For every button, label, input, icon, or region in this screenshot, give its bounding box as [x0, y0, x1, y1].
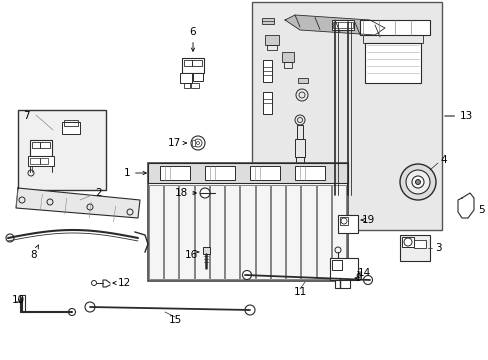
Text: 17: 17: [168, 138, 181, 148]
Bar: [263, 60, 271, 82]
Bar: [191, 83, 199, 88]
Circle shape: [415, 180, 420, 185]
Text: 15: 15: [168, 315, 181, 325]
Bar: [224, 185, 239, 279]
Text: 6: 6: [189, 27, 196, 51]
Bar: [364, 43, 420, 83]
Circle shape: [85, 302, 95, 312]
Bar: [339, 217, 347, 225]
Text: 1: 1: [123, 168, 146, 178]
Bar: [192, 60, 202, 66]
Text: 16: 16: [184, 250, 198, 260]
Bar: [270, 185, 285, 279]
Text: 14: 14: [357, 268, 370, 278]
Bar: [284, 62, 291, 68]
Text: 4: 4: [439, 155, 446, 165]
Bar: [160, 166, 190, 180]
Bar: [413, 240, 425, 248]
Circle shape: [68, 309, 75, 315]
Circle shape: [6, 234, 14, 242]
Bar: [164, 185, 178, 279]
Bar: [18, 110, 106, 190]
Bar: [329, 258, 357, 280]
Text: 18: 18: [175, 188, 188, 198]
Bar: [183, 83, 190, 88]
Bar: [401, 237, 413, 247]
Bar: [40, 158, 48, 164]
Bar: [251, 2, 441, 230]
Bar: [332, 22, 352, 28]
Bar: [192, 140, 195, 146]
Bar: [40, 142, 50, 148]
Circle shape: [399, 164, 435, 200]
Bar: [336, 270, 346, 278]
Text: 10: 10: [12, 295, 25, 305]
Circle shape: [244, 305, 254, 315]
Bar: [362, 35, 422, 43]
Bar: [149, 185, 163, 279]
Text: 11: 11: [293, 287, 306, 297]
Bar: [282, 52, 293, 62]
Bar: [262, 18, 273, 24]
Bar: [203, 247, 209, 254]
Bar: [294, 139, 305, 157]
Bar: [30, 140, 52, 156]
Bar: [266, 45, 276, 50]
Bar: [316, 185, 330, 279]
Text: 2: 2: [95, 188, 102, 198]
Circle shape: [200, 188, 209, 198]
Bar: [62, 122, 80, 134]
Bar: [295, 157, 304, 187]
Bar: [263, 92, 271, 114]
Bar: [249, 166, 280, 180]
Bar: [359, 20, 429, 35]
Bar: [20, 295, 25, 312]
Bar: [240, 185, 254, 279]
Bar: [193, 73, 203, 81]
Bar: [297, 78, 307, 83]
Bar: [337, 215, 357, 233]
Bar: [148, 163, 347, 183]
Bar: [331, 185, 346, 279]
Bar: [294, 166, 325, 180]
Bar: [194, 185, 208, 279]
Bar: [183, 60, 192, 66]
Bar: [301, 185, 315, 279]
Bar: [179, 185, 193, 279]
Bar: [334, 268, 349, 288]
Text: 7: 7: [23, 111, 30, 121]
Bar: [264, 35, 279, 45]
Bar: [331, 20, 353, 30]
Bar: [148, 163, 347, 281]
Circle shape: [405, 170, 429, 194]
Circle shape: [363, 275, 372, 284]
Bar: [204, 166, 235, 180]
Polygon shape: [285, 15, 384, 35]
Bar: [399, 235, 429, 261]
Text: 19: 19: [361, 215, 374, 225]
Text: 5: 5: [477, 205, 484, 215]
Bar: [285, 185, 300, 279]
Bar: [64, 120, 78, 126]
Circle shape: [411, 176, 423, 188]
Text: 12: 12: [118, 278, 131, 288]
Circle shape: [191, 136, 204, 150]
Bar: [32, 142, 40, 148]
Text: 9: 9: [354, 273, 361, 283]
Text: 13: 13: [444, 111, 472, 121]
Circle shape: [242, 270, 251, 279]
Text: 3: 3: [434, 243, 441, 253]
Bar: [296, 125, 303, 139]
Bar: [255, 185, 269, 279]
Bar: [30, 158, 40, 164]
Bar: [182, 58, 203, 73]
Bar: [180, 73, 192, 83]
Text: 8: 8: [30, 245, 39, 260]
Bar: [209, 185, 224, 279]
Bar: [28, 156, 54, 166]
Bar: [331, 260, 341, 270]
Polygon shape: [16, 188, 140, 218]
